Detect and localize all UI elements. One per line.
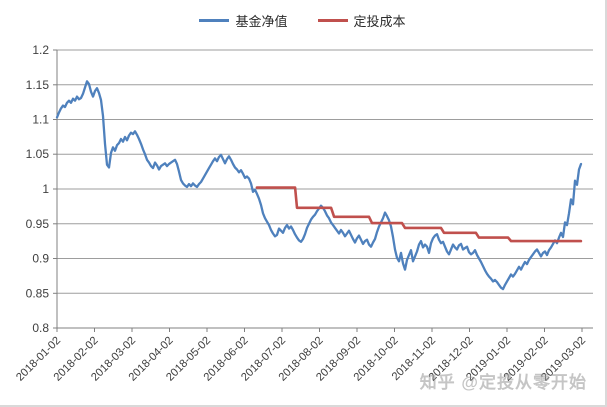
chart-legend: 基金净值 定投成本	[0, 11, 605, 30]
y-tick-label: 1	[42, 182, 49, 196]
y-tick-label: 1.05	[26, 147, 50, 161]
dca-cost-line-swatch	[317, 19, 348, 22]
legend-item-fund-nav: 基金净值	[199, 11, 288, 30]
legend-item-dca-cost: 定投成本	[317, 11, 406, 30]
y-tick-label: 0.8	[32, 321, 49, 335]
y-tick-label: 0.85	[26, 286, 50, 300]
y-tick-label: 1.1	[32, 113, 49, 127]
y-tick-label: 1.15	[26, 78, 50, 92]
dca-cost-series-line	[255, 186, 583, 243]
y-tick-label: 0.95	[26, 217, 50, 231]
y-tick-label: 1.2	[32, 43, 49, 57]
watermark: 知乎 @定投从零开始	[419, 373, 587, 392]
legend-label-dca-cost: 定投成本	[353, 14, 406, 29]
fund-nav-line-swatch	[199, 19, 230, 22]
y-tick-label: 0.9	[32, 252, 49, 266]
legend-label-fund-nav: 基金净值	[235, 14, 288, 29]
fund-nav-series-line	[55, 80, 583, 291]
